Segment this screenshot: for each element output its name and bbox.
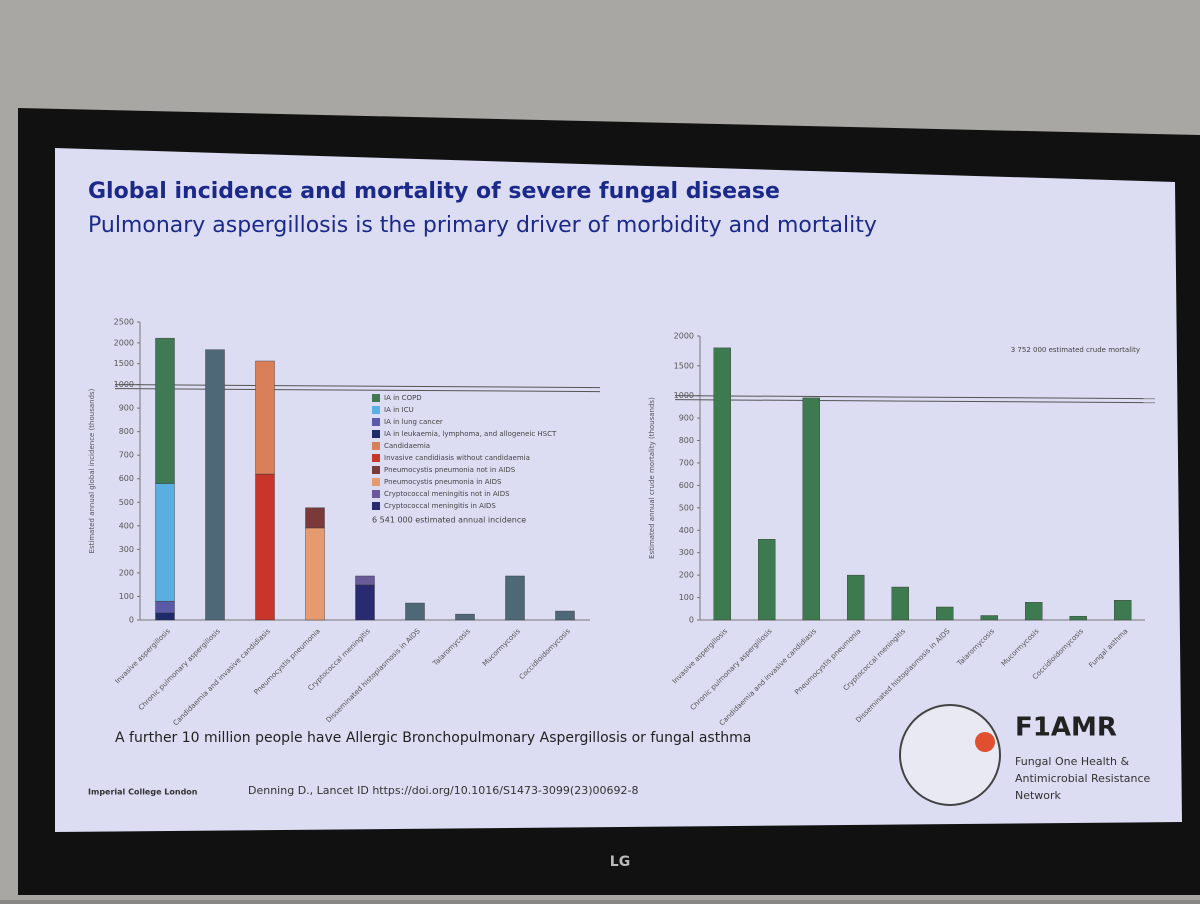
logo-line: Antimicrobial Resistance (1015, 772, 1151, 785)
logo-line: Network (1015, 789, 1062, 802)
y-tick-label: 200 (119, 568, 134, 577)
y-tick-label: 500 (119, 498, 134, 507)
y-tick-label: 700 (679, 458, 694, 467)
legend-label: Pneumocystis pneumonia not in AIDS (384, 466, 516, 474)
logo-line: Fungal One Health & (1015, 755, 1129, 768)
y-tick-label: 300 (679, 548, 694, 557)
y-tick-label: 800 (119, 427, 134, 436)
legend-swatch (372, 502, 380, 510)
legend-label: IA in lung cancer (384, 418, 443, 426)
y-axis-title: Estimated annual crude mortality (thousa… (648, 397, 656, 559)
source: Denning D., Lancet ID https://doi.org/10… (248, 784, 638, 797)
bar (891, 586, 909, 621)
bar (1069, 615, 1087, 621)
y-tick-label: 100 (119, 592, 134, 601)
bar-segment (455, 613, 475, 621)
legend-swatch (372, 418, 380, 426)
bar (847, 574, 865, 621)
bar-segment (205, 349, 225, 621)
legend-label: IA in ICU (384, 406, 414, 414)
legend-swatch (372, 442, 380, 450)
axis-break (114, 384, 601, 389)
y-tick-label: 300 (119, 545, 134, 554)
bar-segment (255, 473, 275, 621)
y-tick-label: 800 (679, 436, 694, 445)
y-tick-label: 0 (129, 616, 134, 625)
bar-segment (355, 584, 375, 621)
y-tick-label: 200 (679, 571, 694, 580)
legend-swatch (372, 454, 380, 462)
bar-segment (305, 527, 325, 621)
y-tick-label: 600 (679, 481, 694, 490)
bar-segment (355, 575, 375, 586)
bar (713, 347, 731, 621)
legend-label: IA in leukaemia, lymphoma, and allogenei… (384, 430, 557, 438)
bar-segment (555, 610, 575, 621)
bar-segment (155, 337, 175, 484)
bar-segment (155, 600, 175, 614)
bar (1025, 602, 1043, 621)
y-tick-label: 400 (119, 521, 134, 530)
institution: Imperial College London (88, 788, 198, 797)
y-tick-label: 0 (689, 616, 694, 625)
bar-segment (305, 507, 325, 529)
axis-break (674, 399, 1156, 404)
bar-segment (155, 612, 175, 621)
y-tick-label: 1500 (674, 361, 694, 370)
y-tick-label: 2000 (114, 338, 134, 347)
brand: LG (610, 854, 630, 870)
legend-label: IA in COPD (384, 394, 422, 402)
y-axis-title: Estimated annual global incidence (thous… (88, 388, 96, 553)
y-tick-label: 2500 (114, 318, 134, 327)
footnote: A further 10 million people have Allergi… (115, 730, 751, 746)
y-tick-label: 900 (679, 414, 694, 423)
legend-label: Pneumocystis pneumonia in AIDS (384, 478, 502, 486)
slide (55, 148, 1182, 832)
y-tick-label: 900 (119, 404, 134, 413)
y-tick-label: 700 (119, 451, 134, 460)
legend-swatch (372, 430, 380, 438)
bar (1114, 600, 1132, 621)
annotation: 6 541 000 estimated annual incidence (372, 516, 526, 525)
logo-sun (975, 732, 995, 752)
bar-segment (155, 483, 175, 602)
slide-title: Global incidence and mortality of severe… (88, 179, 780, 204)
bar (758, 539, 776, 621)
axis-break (114, 388, 601, 393)
y-tick-label: 400 (679, 526, 694, 535)
y-tick-label: 100 (679, 593, 694, 602)
legend-swatch (372, 478, 380, 486)
bar-segment (255, 360, 275, 475)
legend-swatch (372, 394, 380, 402)
y-tick-label: 2000 (674, 332, 694, 341)
logo-title: F1AMR (1015, 713, 1117, 743)
bar (936, 606, 954, 621)
legend-label: Invasive candidiasis without candidaemia (384, 454, 530, 462)
y-tick-label: 600 (119, 474, 134, 483)
slide-subtitle: Pulmonary aspergillosis is the primary d… (88, 213, 877, 238)
bar-segment (405, 602, 425, 621)
y-tick-label: 1500 (114, 359, 134, 368)
legend-swatch (372, 490, 380, 498)
bar (980, 615, 998, 621)
legend-label: Cryptococcal meningitis not in AIDS (384, 490, 510, 498)
bar-segment (505, 575, 525, 621)
bar (802, 397, 820, 621)
logo-mark (899, 704, 1001, 806)
annotation: 3 752 000 estimated crude mortality (1011, 346, 1140, 354)
y-tick-label: 500 (679, 503, 694, 512)
legend-label: Cryptococcal meningitis in AIDS (384, 502, 496, 510)
legend-swatch (372, 406, 380, 414)
axis-break (674, 395, 1156, 400)
legend-label: Candidaemia (384, 442, 430, 450)
legend-swatch (372, 466, 380, 474)
